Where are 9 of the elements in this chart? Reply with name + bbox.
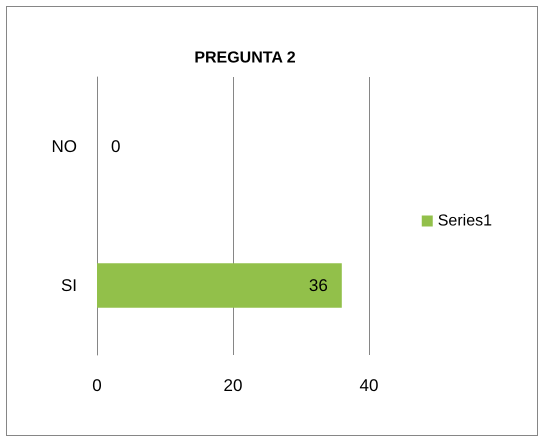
data-label: 0 (111, 137, 120, 156)
x-tick-label: 0 (92, 376, 102, 395)
legend-label: Series1 (438, 212, 492, 230)
y-tick-label: SI (60, 276, 77, 295)
y-tick-label: NO (52, 137, 77, 156)
chart-title: PREGUNTA 2 (194, 50, 296, 66)
x-tick-label: 40 (360, 376, 378, 395)
data-label: 36 (308, 276, 328, 295)
x-tick-label: 20 (224, 376, 242, 395)
